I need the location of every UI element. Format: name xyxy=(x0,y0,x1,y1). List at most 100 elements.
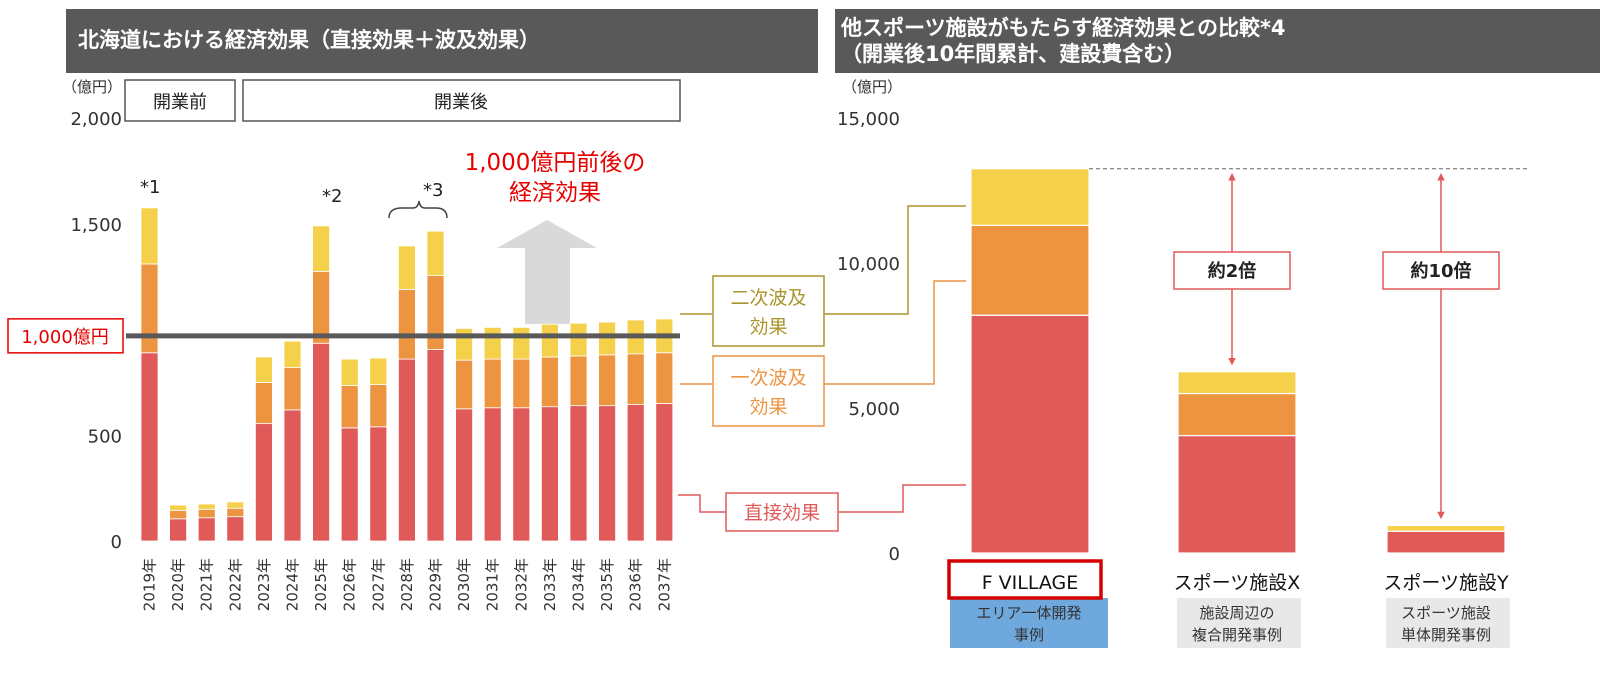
left-x-tick-label: 2031年 xyxy=(484,558,502,611)
secondary-ripple-segment xyxy=(512,326,531,360)
direct-effect-segment xyxy=(254,423,273,542)
left-x-tick-label: 2023年 xyxy=(255,558,273,611)
left-x-tick-label: 2032年 xyxy=(512,558,530,611)
primary-ripple-segment xyxy=(655,352,674,404)
secondary-ripple-legend-box xyxy=(712,275,825,347)
direct-effect-segment xyxy=(598,405,616,542)
direct-effect-segment xyxy=(369,426,388,542)
primary-ripple-segment xyxy=(312,270,331,344)
direct-effect-segment xyxy=(226,516,245,542)
secondary-ripple-segment xyxy=(340,358,359,386)
footnote-marker-2: *2 xyxy=(322,186,342,207)
left-x-tick-label: 2034年 xyxy=(570,558,588,611)
primary-ripple-segment xyxy=(626,353,645,405)
direct-right-connector xyxy=(838,484,966,513)
direct-effect-segment xyxy=(197,517,216,542)
left-y-tick-label: 500 xyxy=(88,426,122,447)
right-chart-header: 他スポーツ施設がもたらす経済効果との比較*4 （開業後10年間累計、建設費含む） xyxy=(835,9,1600,73)
direct-left-connector xyxy=(678,494,726,513)
footnote-brace xyxy=(388,200,448,219)
left-x-tick-label: 2019年 xyxy=(141,558,159,611)
primary-ripple-legend-box xyxy=(712,355,825,427)
left-x-tick-label: 2028年 xyxy=(398,558,416,611)
post-opening-box xyxy=(242,79,681,122)
direct-effect-segment xyxy=(1177,434,1297,554)
right-y-tick-label: 5,000 xyxy=(848,399,900,420)
secondary-ripple-segment xyxy=(426,230,445,276)
footnote-marker-1: *1 xyxy=(140,177,160,198)
category-tag-box xyxy=(1386,598,1510,648)
secondary-ripple-legend-label: 二次波及 xyxy=(730,287,806,309)
left-y-tick-label: 2,000 xyxy=(70,109,122,130)
comparison-label: 約10倍 xyxy=(1410,260,1471,282)
right-x-tick-label: F VILLAGE xyxy=(982,572,1079,594)
left-x-tick-label: 2030年 xyxy=(455,558,473,611)
secondary-ripple-segment xyxy=(140,207,159,265)
left-x-tick-label: 2024年 xyxy=(284,558,302,611)
right-y-tick-label: 15,000 xyxy=(837,109,900,130)
secondary-right-connector xyxy=(824,205,966,315)
direct-effect-segment xyxy=(512,407,531,542)
left-x-tick-label: 2036年 xyxy=(627,558,645,611)
secondary-ripple-segment xyxy=(226,501,245,509)
right-chart-title-line1: 他スポーツ施設がもたらす経済効果との比較*4 xyxy=(841,16,1286,40)
primary-ripple-segment xyxy=(541,356,559,408)
category-tag-text: 施設周辺の xyxy=(1199,604,1274,622)
category-tag-text: 複合開発事例 xyxy=(1192,626,1282,644)
increase-arrow xyxy=(497,220,597,324)
left-y-tick-label: 0 xyxy=(111,532,122,553)
primary-ripple-segment xyxy=(140,263,159,354)
secondary-ripple-segment xyxy=(970,168,1090,226)
category-tag-text: スポーツ施設 xyxy=(1401,604,1491,622)
primary-ripple-segment xyxy=(197,508,216,519)
right-x-tick-label: スポーツ施設Y xyxy=(1383,572,1509,594)
reference-line-label-box xyxy=(7,318,124,354)
primary-ripple-segment xyxy=(598,354,616,407)
effect-callout-line1: 1,000億円前後の xyxy=(465,150,646,176)
left-chart-title: 北海道における経済効果（直接効果＋波及効果） xyxy=(78,28,540,52)
effect-callout-line2: 経済効果 xyxy=(509,180,601,206)
primary-ripple-legend-label: 効果 xyxy=(749,396,787,418)
category-tag-text: エリア一体開発 xyxy=(976,604,1081,622)
right-x-tick-label: スポーツ施設X xyxy=(1174,572,1301,594)
right-chart: （億円） 0 5,000 10,000 15,000 F VILLAGE エリア一体開発事例… xyxy=(837,78,1530,648)
category-tag-box xyxy=(950,598,1108,648)
secondary-ripple-segment xyxy=(483,326,502,360)
left-chart: （億円） 0 500 1,500 2,000 開業前 開業後 2019年 2020年 2021年 2… xyxy=(7,78,681,611)
category-tag-text: 単体開発事例 xyxy=(1401,626,1491,644)
direct-effect-segment xyxy=(140,352,159,542)
post-opening-label: 開業後 xyxy=(434,92,488,113)
left-x-tick-label: 2037年 xyxy=(655,558,673,611)
direct-effect-segment xyxy=(655,403,674,542)
direct-effect-segment xyxy=(541,406,559,542)
direct-effect-segment xyxy=(455,408,474,542)
left-y-tick-label: 1,500 xyxy=(70,215,122,236)
left-x-tick-label: 2021年 xyxy=(198,558,216,611)
left-x-tick-label: 2033年 xyxy=(541,558,559,611)
secondary-ripple-segment xyxy=(455,328,474,361)
primary-ripple-segment xyxy=(254,381,273,425)
direct-effect-segment xyxy=(397,358,416,542)
comparison-label: 約2倍 xyxy=(1208,260,1257,282)
category-tag-box xyxy=(1177,598,1301,648)
direct-effect-segment xyxy=(312,342,331,542)
direct-effect-segment xyxy=(626,404,645,542)
direct-effect-legend-label: 直接効果 xyxy=(744,502,820,524)
primary-ripple-segment xyxy=(569,355,588,407)
secondary-ripple-segment xyxy=(312,225,331,272)
primary-ripple-segment xyxy=(426,275,445,350)
left-x-tick-label: 2020年 xyxy=(169,558,187,611)
reference-line-label: 1,000億円 xyxy=(21,327,109,348)
comparison-label-box xyxy=(1382,251,1500,290)
secondary-ripple-segment xyxy=(197,503,216,510)
left-x-tick-label: 2035年 xyxy=(598,558,616,611)
direct-effect-segment xyxy=(569,405,588,542)
primary-ripple-segment xyxy=(970,224,1090,316)
primary-ripple-segment xyxy=(1177,392,1297,437)
primary-ripple-segment xyxy=(283,367,302,411)
direct-effect-legend-box xyxy=(725,492,839,532)
right-y-unit-label: （億円） xyxy=(842,78,902,96)
secondary-ripple-segment xyxy=(598,321,616,356)
